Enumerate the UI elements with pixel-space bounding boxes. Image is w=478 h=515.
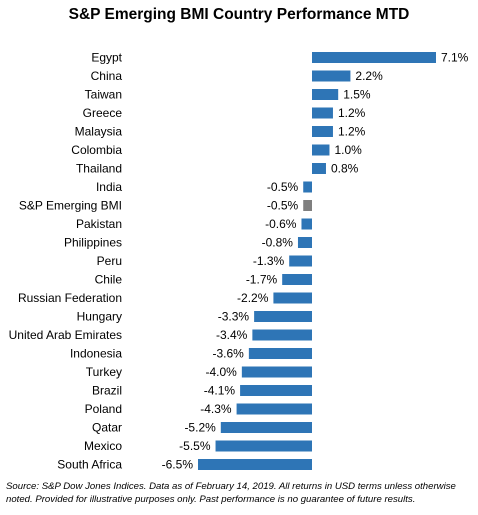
value-label-chile: -1.7% xyxy=(246,273,278,287)
bar-south-africa xyxy=(198,459,312,470)
bar-india xyxy=(303,181,312,193)
value-label-hungary: -3.3% xyxy=(218,310,250,324)
value-label-china: 2.2% xyxy=(355,69,383,83)
bar-china xyxy=(312,70,351,82)
category-label-greece: Greece xyxy=(83,106,123,120)
value-label-south-africa: -6.5% xyxy=(162,458,194,472)
category-label-brazil: Brazil xyxy=(92,384,122,398)
bar-greece xyxy=(312,107,333,119)
bar-indonesia xyxy=(248,348,312,359)
category-label-s-p-emerging-bmi: S&P Emerging BMI xyxy=(19,199,122,213)
value-label-egypt: 7.1% xyxy=(441,51,469,65)
value-label-thailand: 0.8% xyxy=(331,162,359,176)
category-label-russian-federation: Russian Federation xyxy=(18,291,122,305)
value-label-india: -0.5% xyxy=(267,180,299,194)
bar-philippines xyxy=(297,237,312,248)
bar-egypt xyxy=(312,52,436,63)
category-label-india: India xyxy=(96,180,122,194)
bar-united-arab-emirates xyxy=(252,329,312,341)
category-label-malaysia: Malaysia xyxy=(75,125,123,139)
source-footnote: Source: S&P Dow Jones Indices. Data as o… xyxy=(6,480,474,506)
category-label-taiwan: Taiwan xyxy=(85,88,122,102)
category-label-indonesia: Indonesia xyxy=(70,347,122,361)
plot-area: Egypt 7.1% China 2.2% Taiwan 1.5% Greece 1.2% Ma… xyxy=(9,51,469,472)
value-label-taiwan: 1.5% xyxy=(343,88,371,102)
bar-colombia xyxy=(312,144,330,156)
bar-chile xyxy=(282,274,312,285)
category-label-china: China xyxy=(91,69,123,83)
value-label-brazil: -4.1% xyxy=(204,384,236,398)
category-label-hungary: Hungary xyxy=(77,310,122,324)
value-label-mexico: -5.5% xyxy=(179,439,211,453)
value-label-colombia: 1.0% xyxy=(334,143,362,157)
source-footnote-line-1: Source: S&P Dow Jones Indices. Data as o… xyxy=(6,481,456,492)
bar-taiwan xyxy=(312,89,339,100)
category-label-south-africa: South Africa xyxy=(57,458,122,472)
category-label-mexico: Mexico xyxy=(84,439,122,453)
value-label-s-p-emerging-bmi: -0.5% xyxy=(267,199,299,213)
bar-s-p-emerging-bmi xyxy=(303,200,312,211)
bar-malaysia xyxy=(312,126,333,137)
value-label-indonesia: -3.6% xyxy=(213,347,245,361)
bar-mexico xyxy=(215,440,312,452)
category-label-poland: Poland xyxy=(85,402,122,416)
source-footnote-line-2: noted. Provided for illustrative purpose… xyxy=(6,494,416,505)
bar-qatar xyxy=(220,422,312,433)
value-label-malaysia: 1.2% xyxy=(338,125,366,139)
category-label-thailand: Thailand xyxy=(76,162,122,176)
category-label-united-arab-emirates: United Arab Emirates xyxy=(9,328,122,342)
bar-peru xyxy=(289,255,312,267)
category-label-qatar: Qatar xyxy=(92,421,122,435)
bar-russian-federation xyxy=(273,292,312,304)
category-label-turkey: Turkey xyxy=(86,365,122,379)
value-label-greece: 1.2% xyxy=(338,106,366,120)
value-label-qatar: -5.2% xyxy=(184,421,216,435)
category-label-philippines: Philippines xyxy=(64,236,122,250)
value-label-philippines: -0.8% xyxy=(262,236,294,250)
bar-poland xyxy=(236,403,312,415)
category-label-egypt: Egypt xyxy=(91,51,122,65)
value-label-poland: -4.3% xyxy=(200,402,232,416)
category-label-colombia: Colombia xyxy=(71,143,122,157)
chart-title: S&P Emerging BMI Country Performance MTD xyxy=(68,6,410,23)
category-label-peru: Peru xyxy=(97,254,122,268)
value-label-pakistan: -0.6% xyxy=(265,217,297,231)
value-label-united-arab-emirates: -3.4% xyxy=(216,328,248,342)
category-label-chile: Chile xyxy=(95,273,123,287)
bar-hungary xyxy=(254,311,312,322)
value-label-turkey: -4.0% xyxy=(205,365,237,379)
bar-pakistan xyxy=(301,218,312,230)
value-label-russian-federation: -2.2% xyxy=(237,291,269,305)
bar-brazil xyxy=(240,385,312,396)
category-label-pakistan: Pakistan xyxy=(76,217,122,231)
bar-turkey xyxy=(241,366,312,378)
value-label-peru: -1.3% xyxy=(253,254,285,268)
bar-thailand xyxy=(312,163,326,174)
